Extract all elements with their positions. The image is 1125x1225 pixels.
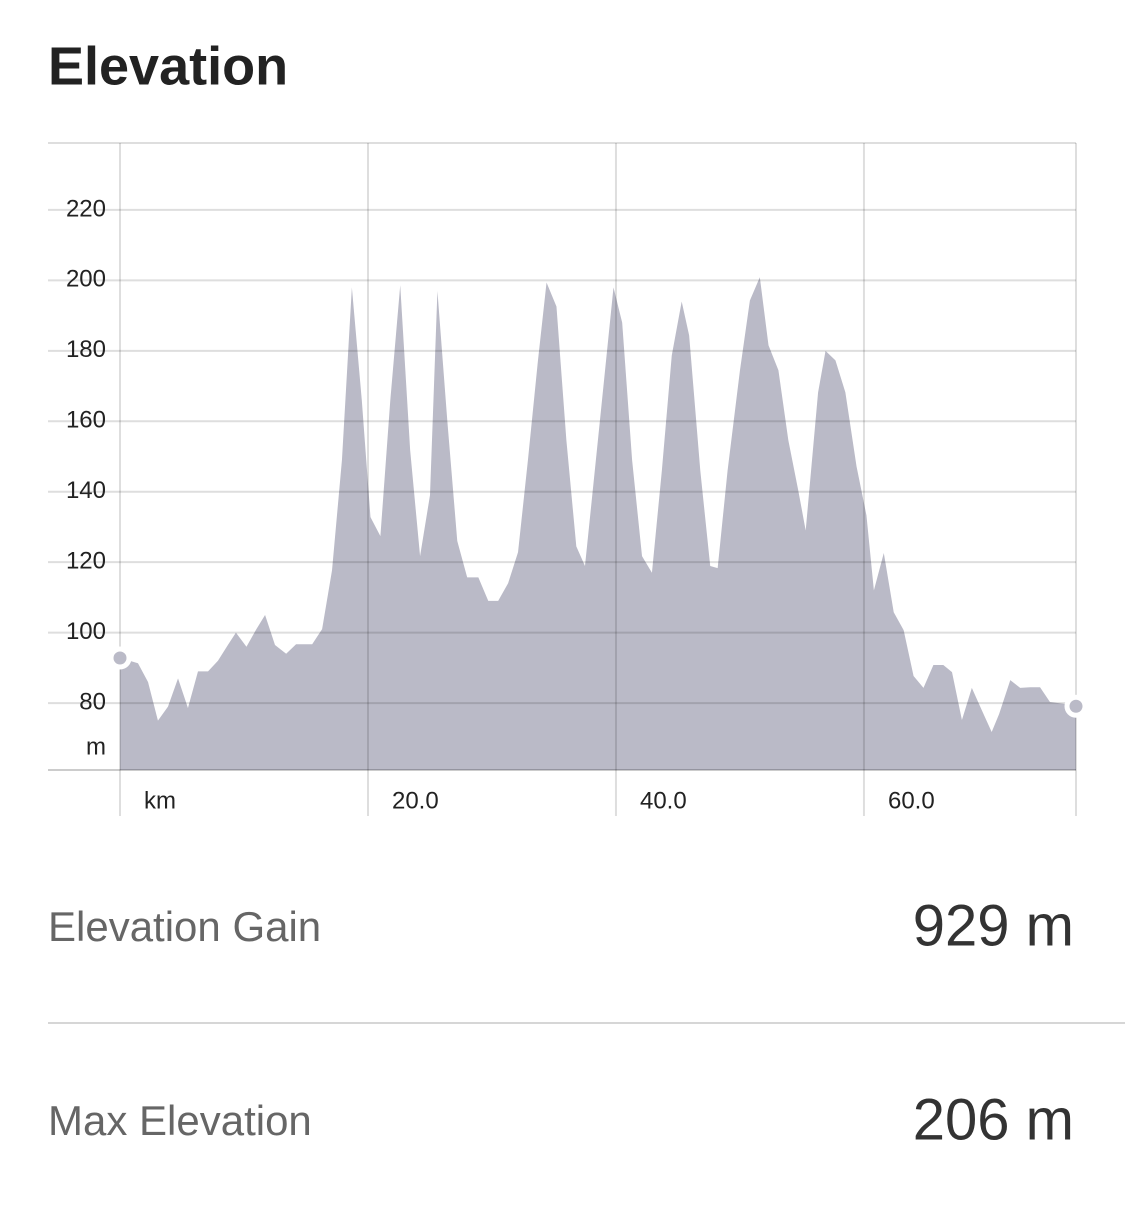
x-tick-label: 60.0	[888, 787, 935, 814]
plot: 80 100 120 140 160 180 200 220 m km 20.0 40.0 60.0	[48, 142, 1088, 816]
y-tick-label: 200	[66, 266, 106, 293]
stat-label: Elevation Gain	[48, 903, 321, 950]
y-tick-label: 140	[66, 477, 106, 504]
end-marker	[1064, 694, 1088, 718]
y-tick-label: 180	[66, 336, 106, 363]
y-tick-label: 120	[66, 548, 106, 575]
x-tick-label: km	[144, 787, 176, 814]
y-tick-label: 220	[66, 195, 106, 222]
y-tick-label: 160	[66, 407, 106, 434]
end-marker	[108, 646, 132, 670]
y-unit: m	[86, 733, 106, 760]
title: Elevation	[48, 36, 288, 96]
x-tick-label: 40.0	[640, 787, 687, 814]
x-tick-label: 20.0	[392, 787, 439, 814]
y-tick-label: 100	[66, 618, 106, 645]
elevation-area	[120, 277, 1076, 770]
stat-value: 929 m	[913, 893, 1074, 958]
stat-value: 206 m	[913, 1087, 1074, 1152]
stat-label: Max Elevation	[48, 1097, 312, 1144]
y-tick-label: 80	[79, 688, 106, 715]
